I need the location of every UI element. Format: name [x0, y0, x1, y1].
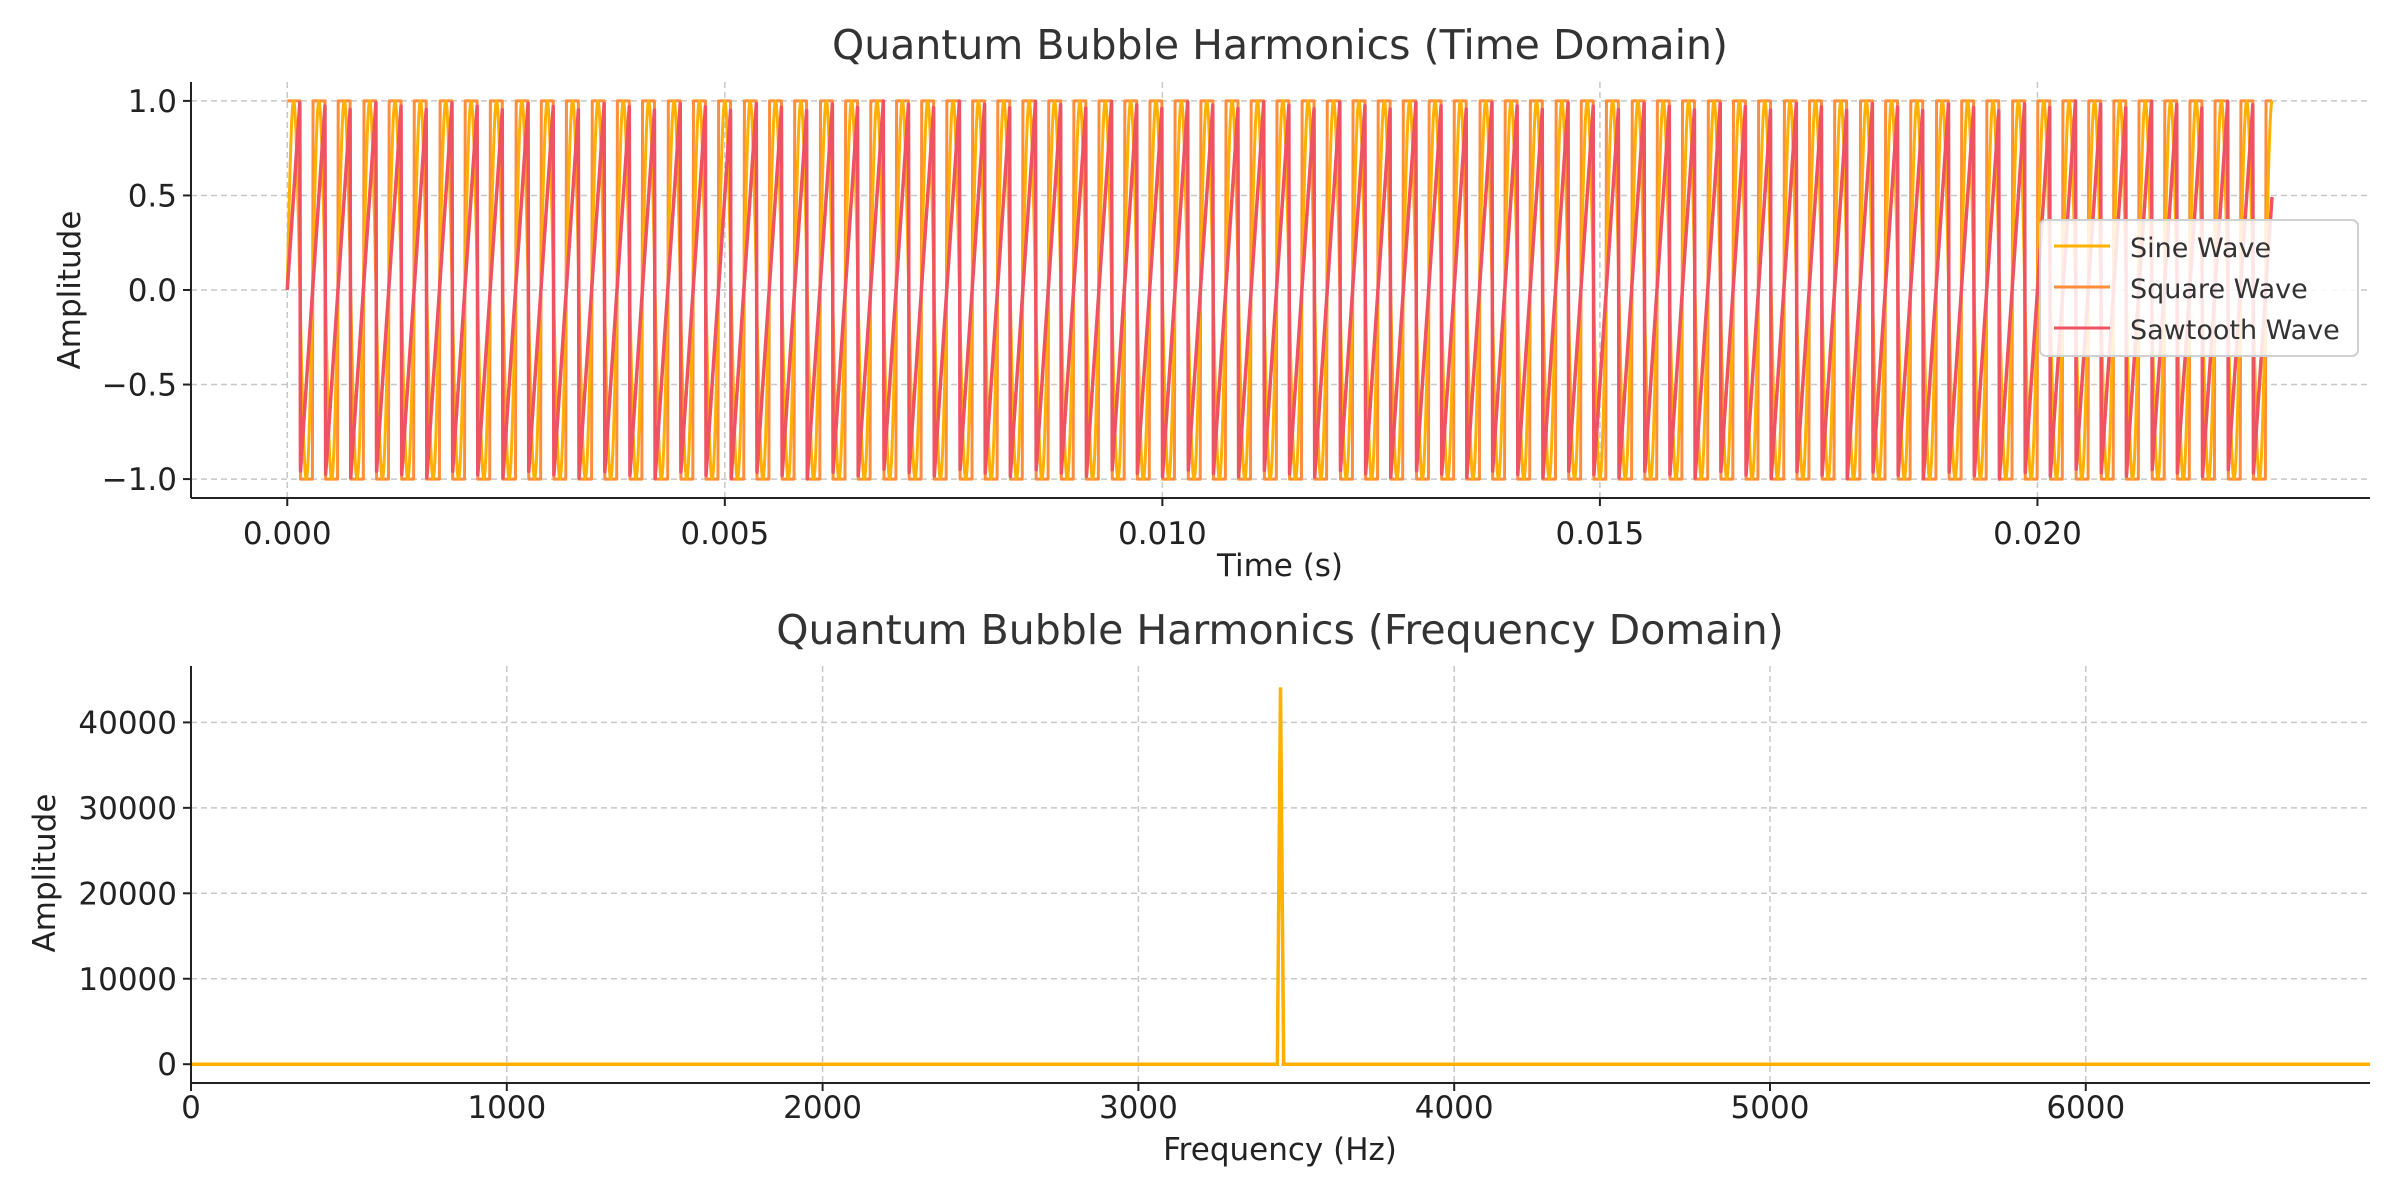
time-domain-x-tick-label: 0.010	[1118, 516, 1207, 552]
frequency-domain-title: Quantum Bubble Harmonics (Frequency Doma…	[776, 606, 1784, 654]
time-domain-x-tick-label: 0.020	[1993, 516, 2082, 552]
time-domain-y-tick-label: 0.0	[128, 273, 177, 309]
frequency-domain-x-label: Frequency (Hz)	[1163, 1132, 1397, 1168]
frequency-domain-x-tick-label: 4000	[1415, 1090, 1494, 1126]
frequency-domain-x-tick-label: 3000	[1099, 1090, 1178, 1126]
time-domain-y-ticks: 1.0 0.5 0.0 −0.5 −1.0	[102, 84, 191, 498]
frequency-domain-y-label: Amplitude	[27, 794, 63, 953]
frequency-domain-x-tick-label: 2000	[783, 1090, 862, 1126]
frequency-domain-y-tick-label: 10000	[78, 962, 177, 998]
time-domain-x-tick-label: 0.005	[680, 516, 769, 552]
frequency-domain-x-tick-label: 0	[181, 1090, 201, 1126]
frequency-domain-y-tick-label: 40000	[78, 705, 177, 741]
frequency-domain-y-tick-label: 0	[157, 1047, 177, 1083]
time-domain-y-label: Amplitude	[52, 211, 88, 370]
time-domain-y-tick-label: −1.0	[102, 462, 177, 498]
time-domain-x-label: Time (s)	[1216, 548, 1343, 584]
frequency-domain-x-tick-label: 5000	[1731, 1090, 1810, 1126]
spectrum-line	[191, 687, 2370, 1066]
time-domain-y-tick-label: −0.5	[102, 368, 177, 404]
time-domain-x-tick-label: 0.000	[243, 516, 332, 552]
time-domain-y-tick-label: 1.0	[128, 84, 177, 120]
frequency-domain-x-ticks: 0 1000 2000 3000 4000 5000 6000	[181, 1083, 2125, 1126]
time-domain-chart: Quantum Bubble Harmonics (Time Domain) 0…	[52, 21, 2370, 584]
time-domain-y-tick-label: 0.5	[128, 178, 177, 214]
frequency-domain-series	[191, 687, 2370, 1066]
time-domain-series	[285, 99, 2274, 481]
legend-label-sawtooth: Sawtooth Wave	[2130, 315, 2340, 346]
frequency-domain-x-tick-label: 1000	[467, 1090, 546, 1126]
frequency-domain-y-ticks: 40000 30000 20000 10000 0	[78, 705, 191, 1083]
legend-label-square: Square Wave	[2130, 274, 2308, 305]
time-domain-x-tick-label: 0.015	[1556, 516, 1645, 552]
series-line-sawtooth	[285, 99, 2274, 481]
frequency-domain-y-tick-label: 30000	[78, 791, 177, 827]
legend-label-sine: Sine Wave	[2130, 233, 2271, 264]
frequency-domain-x-tick-label: 6000	[2046, 1090, 2125, 1126]
series-line-sine	[285, 99, 2274, 481]
legend: Sine Wave Square Wave Sawtooth Wave	[2039, 219, 2359, 357]
time-domain-title: Quantum Bubble Harmonics (Time Domain)	[832, 21, 1728, 69]
frequency-domain-y-tick-label: 20000	[78, 876, 177, 912]
legend-box	[2039, 219, 2359, 357]
frequency-domain-chart: Quantum Bubble Harmonics (Frequency Doma…	[27, 606, 2370, 1168]
time-domain-x-ticks: 0.000 0.005 0.010 0.015 0.020	[243, 498, 2082, 552]
